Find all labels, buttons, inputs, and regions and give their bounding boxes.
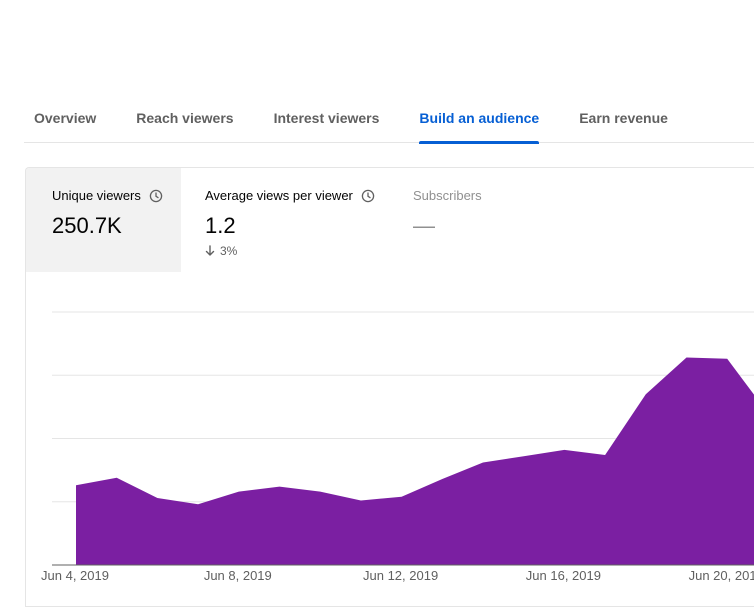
metrics-card: Unique viewers 250.7K Average views per … bbox=[25, 167, 754, 607]
area-chart[interactable]: Jun 4, 2019 Jun 8, 2019 Jun 12, 2019 Jun 16… bbox=[26, 168, 754, 607]
x-tick-label: Jun 12, 2019 bbox=[363, 568, 438, 583]
x-tick-label: Jun 4, 2019 bbox=[41, 568, 109, 583]
chart-x-ticks: Jun 4, 2019 Jun 8, 2019 Jun 12, 2019 Jun 16… bbox=[41, 568, 754, 583]
tab-overview[interactable]: Overview bbox=[34, 100, 96, 143]
tab-earn-revenue[interactable]: Earn revenue bbox=[579, 100, 668, 143]
x-tick-label: Jun 8, 2019 bbox=[204, 568, 272, 583]
x-tick-label: Jun 20, 2019 bbox=[689, 568, 754, 583]
x-tick-label: Jun 16, 2019 bbox=[526, 568, 601, 583]
tab-reach-viewers[interactable]: Reach viewers bbox=[136, 100, 233, 143]
chart-area bbox=[52, 358, 754, 565]
analytics-tabs: Overview Reach viewers Interest viewers … bbox=[24, 100, 754, 143]
series-area bbox=[76, 358, 754, 565]
tab-build-an-audience[interactable]: Build an audience bbox=[419, 100, 539, 143]
tab-interest-viewers[interactable]: Interest viewers bbox=[274, 100, 380, 143]
